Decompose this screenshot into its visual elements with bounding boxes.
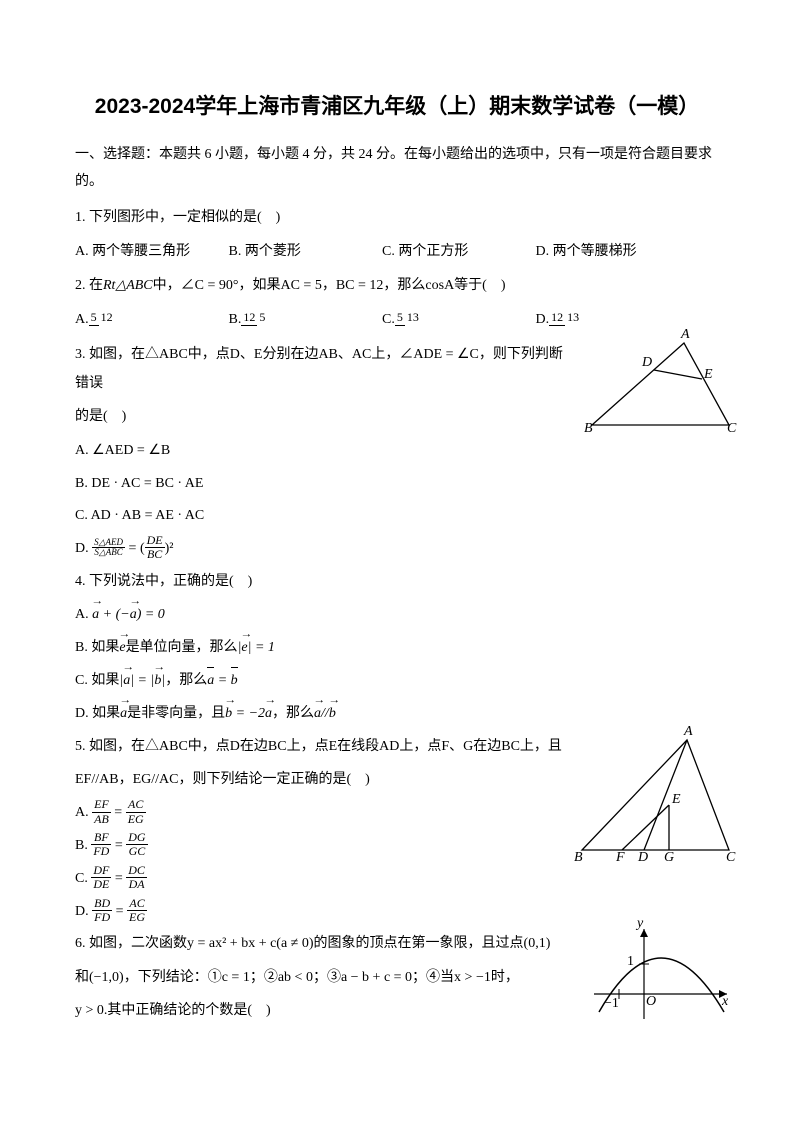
q5-block: 5. 如图，在△ABC中，点D在边BC上，点E在线段AD上，点F、G在边BC上，… <box>75 732 719 928</box>
fig5-C: C <box>726 850 735 866</box>
q5d-d2: EG <box>127 911 147 924</box>
q5b-pre: B. <box>75 838 91 853</box>
fig6-O: O <box>646 994 656 1010</box>
q4a-pre: A. <box>75 607 92 622</box>
q6-stem1: 6. 如图，二次函数y = ax² + bx + c(a ≠ 0)的图象的顶点在… <box>75 929 565 958</box>
q2-pre: 2. 在 <box>75 278 103 293</box>
q2c-den: 13 <box>405 311 421 324</box>
q5d-pre: D. <box>75 904 92 919</box>
q3-opt-d: D. S△AEDS△ABC = (DEBC)² <box>75 534 719 565</box>
q5a-eq: = <box>111 805 126 820</box>
q5d-n1: BD <box>92 897 112 911</box>
fig6-negone: −1 <box>604 996 619 1012</box>
q5a-pre: A. <box>75 805 92 820</box>
q5a-d1: AB <box>92 813 111 826</box>
q1-opt-b: B. 两个菱形 <box>229 237 379 268</box>
q5c-pre: C. <box>75 871 91 886</box>
fig5-F: F <box>616 850 625 866</box>
q1-options: A. 两个等腰三角形 B. 两个菱形 C. 两个正方形 D. 两个等腰梯形 <box>75 237 719 268</box>
q3-opt-b: B. DE · AC = BC · AE <box>75 469 719 500</box>
q2-opt-c: C. 513 <box>382 305 532 336</box>
q5-opt-c: C. DFDE = DCDA <box>75 864 719 895</box>
q5c-n1: DF <box>91 864 111 878</box>
q5b-n2: DG <box>126 831 147 845</box>
q2b-den: 5 <box>257 311 267 324</box>
q4-opt-c: C. 如果|a| = |b|，那么a = b <box>75 666 719 697</box>
q2b-num: 12 <box>241 311 257 325</box>
q2-stem: 2. 在Rt△ABC中，∠C = 90°，如果AC = 5，BC = 12，那么… <box>75 271 719 300</box>
q5d-eq: = <box>112 904 127 919</box>
q2b-pre: B. <box>229 305 242 336</box>
fig6-x: x <box>722 994 728 1010</box>
fig3-D: D <box>642 355 652 371</box>
q3-opt-a: A. ∠AED = ∠B <box>75 436 719 467</box>
q5c-d2: DA <box>126 878 147 891</box>
q5c-d1: DE <box>91 878 111 891</box>
q5a-n2: AC <box>126 798 146 812</box>
q3d-num2: DE <box>145 534 165 548</box>
page-title: 2023-2024学年上海市青浦区九年级（上）期末数学试卷（一模） <box>75 90 719 120</box>
fig3-E: E <box>704 367 713 383</box>
fig3-C: C <box>727 421 736 437</box>
q5c-eq: = <box>111 871 126 886</box>
q2-rt: Rt△ABC <box>103 278 153 293</box>
q6-stem2: 和(−1,0)，下列结论：①c = 1；②ab < 0；③a − b + c =… <box>75 963 565 992</box>
fig5-E: E <box>672 792 681 808</box>
q2a-num: 5 <box>89 311 99 325</box>
section-header: 一、选择题：本题共 6 小题，每小题 4 分，共 24 分。在每小题给出的选项中… <box>75 142 719 195</box>
q1-opt-c: C. 两个正方形 <box>382 237 532 268</box>
q5b-n1: BF <box>91 831 111 845</box>
q5d-d1: FD <box>92 911 112 924</box>
q6-block: 6. 如图，二次函数y = ax² + bx + c(a ≠ 0)的图象的顶点在… <box>75 929 719 1025</box>
fig5-G: G <box>664 850 674 866</box>
fig5-B: B <box>574 850 583 866</box>
q5d-n2: AC <box>127 897 147 911</box>
fig6-one: 1 <box>627 954 634 970</box>
q3d-pre: D. <box>75 541 92 556</box>
q5a-n1: EF <box>92 798 111 812</box>
fig6-y: y <box>637 916 643 932</box>
fig5-A: A <box>684 724 693 740</box>
q5c-n2: DC <box>126 864 147 878</box>
q2-options: A. 512 B. 125 C. 513 D. 1213 <box>75 305 719 336</box>
q3-stem1: 3. 如图，在△ABC中，点D、E分别在边AB、AC上，∠ADE = ∠C，则下… <box>75 340 565 399</box>
q3-figure: A D E B C <box>584 335 739 435</box>
q3-opt-c: C. AD · AB = AE · AC <box>75 501 719 532</box>
q2-opt-a: A. 512 <box>75 305 225 336</box>
q6-figure: y x O 1 −1 <box>589 924 734 1024</box>
q3d-den2: BC <box>145 548 165 561</box>
q2-opt-b: B. 125 <box>229 305 379 336</box>
q4-opt-a: A. a + (−a) = 0 <box>75 600 719 631</box>
q4-stem: 4. 下列说法中，正确的是( ) <box>75 567 719 596</box>
fig3-B: B <box>584 421 593 437</box>
q1-stem: 1. 下列图形中，一定相似的是( ) <box>75 203 719 232</box>
q2d-pre: D. <box>536 305 550 336</box>
q1-opt-a: A. 两个等腰三角形 <box>75 237 225 268</box>
fig3-A: A <box>681 327 690 343</box>
q5-figure: A E B F D G C <box>574 732 739 862</box>
q3d-den: S△ABC <box>92 548 125 558</box>
q2c-num: 5 <box>395 311 405 325</box>
q2c-pre: C. <box>382 305 395 336</box>
q5b-d1: FD <box>91 845 111 858</box>
q3d-post: )² <box>165 541 174 556</box>
q5b-d2: GC <box>126 845 147 858</box>
fig5-D: D <box>638 850 648 866</box>
q5-opt-d: D. BDFD = ACEG <box>75 897 719 928</box>
q2-opt-d: D. 1213 <box>536 305 686 336</box>
q4-opt-b: B. 如果e是单位向量，那么|e| = 1 <box>75 633 719 664</box>
q5b-eq: = <box>111 838 126 853</box>
q2d-num: 12 <box>549 311 565 325</box>
q3-block: 3. 如图，在△ABC中，点D、E分别在边AB、AC上，∠ADE = ∠C，则下… <box>75 340 719 565</box>
q4-opt-d: D. 如果a是非零向量，且b = −2a，那么a//b <box>75 699 719 730</box>
q2a-den: 12 <box>99 311 115 324</box>
q5a-d2: EG <box>126 813 146 826</box>
q2d-den: 13 <box>565 311 581 324</box>
q5-stem1: 5. 如图，在△ABC中，点D在边BC上，点E在线段AD上，点F、G在边BC上，… <box>75 732 565 761</box>
q2-mid: 中，∠C = 90°，如果AC = 5，BC = 12，那么cosA等于( ) <box>153 278 506 293</box>
q2a-pre: A. <box>75 305 89 336</box>
q3d-eq: = ( <box>125 541 145 556</box>
q1-opt-d: D. 两个等腰梯形 <box>536 237 686 268</box>
